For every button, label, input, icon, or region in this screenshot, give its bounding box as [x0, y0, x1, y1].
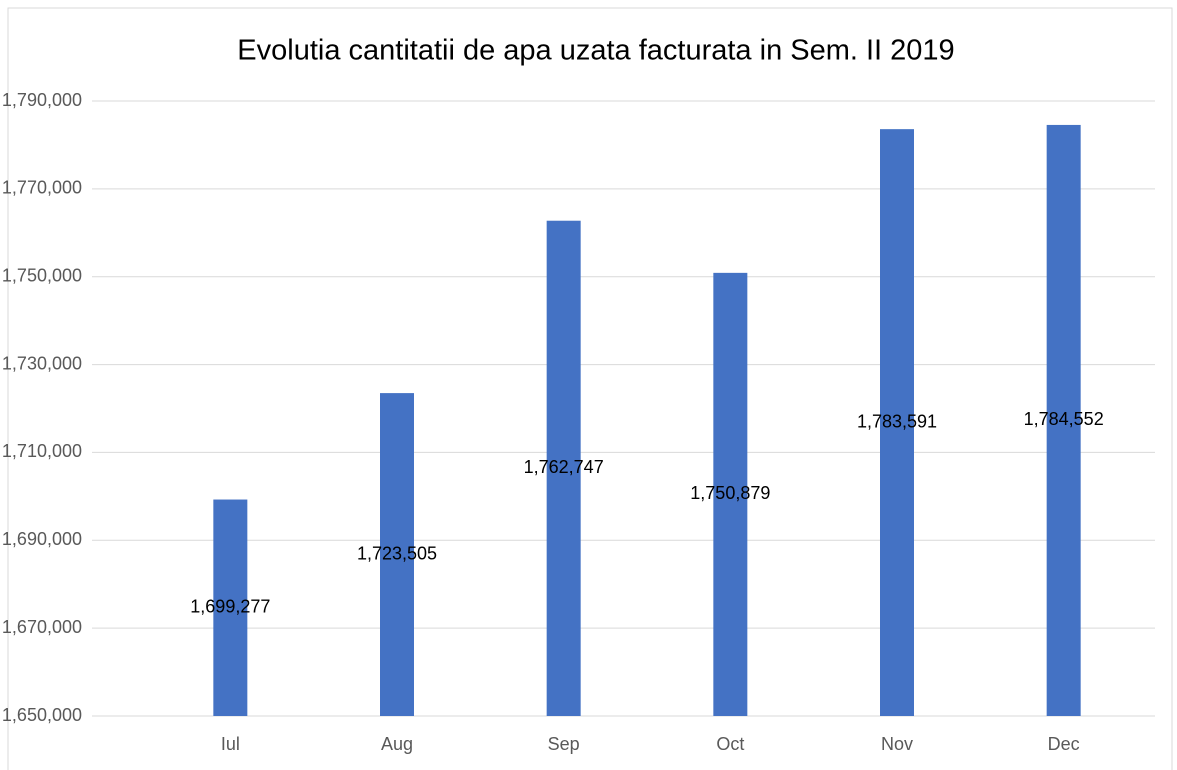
value-label: 1,750,879 [690, 483, 770, 503]
y-tick-label: 1,750,000 [2, 265, 82, 285]
x-tick-label: Dec [1048, 734, 1080, 754]
y-tick-label: 1,770,000 [2, 178, 82, 198]
x-tick-label: Iul [221, 734, 240, 754]
bar [880, 129, 914, 717]
value-label: 1,723,505 [357, 543, 437, 563]
chart-title: Evolutia cantitatii de apa uzata factura… [237, 35, 954, 67]
x-tick-label: Nov [881, 734, 913, 754]
y-tick-label: 1,650,000 [2, 705, 82, 725]
y-tick-label: 1,670,000 [2, 617, 82, 637]
chart-border [7, 7, 1173, 770]
bar [546, 220, 581, 716]
value-label: 1,784,552 [1024, 409, 1104, 429]
bar [1046, 124, 1081, 716]
y-tick-label: 1,790,000 [2, 90, 82, 110]
bar [713, 272, 748, 716]
value-label: 1,783,591 [857, 411, 937, 431]
y-tick-label: 1,710,000 [2, 441, 82, 461]
x-tick-label: Aug [381, 734, 413, 754]
value-label: 1,699,277 [190, 597, 270, 617]
y-tick-label: 1,690,000 [2, 529, 82, 549]
value-label: 1,762,747 [524, 457, 604, 477]
x-tick-label: Sep [548, 734, 580, 754]
x-tick-label: Oct [716, 734, 744, 754]
y-tick-label: 1,730,000 [2, 353, 82, 373]
bar [213, 499, 248, 716]
bar [380, 393, 414, 716]
